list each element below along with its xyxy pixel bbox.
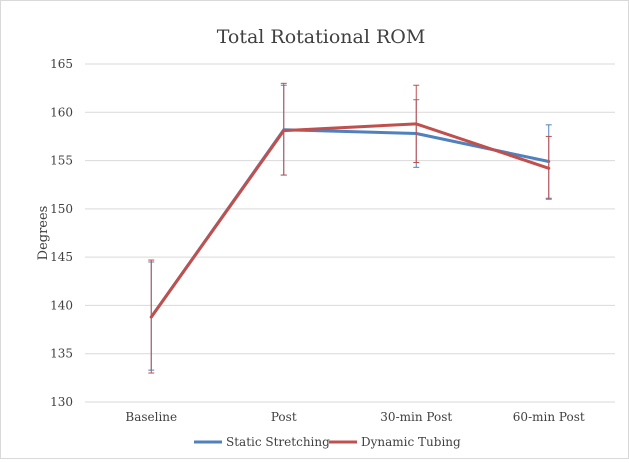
- error-bar: [148, 259, 155, 374]
- y-tick-label: 165: [50, 57, 73, 71]
- y-tick-label: 135: [50, 347, 73, 361]
- legend-item-0: Static Stretching: [194, 435, 330, 449]
- x-tick-label: 30-min Post: [380, 410, 452, 424]
- x-tick-label: Post: [271, 410, 297, 424]
- x-tick-label: 60-min Post: [513, 410, 585, 424]
- series-line: [149, 128, 551, 319]
- gridlines: [85, 63, 615, 403]
- y-tick-label: 160: [50, 105, 73, 119]
- y-tick-label: 130: [50, 395, 73, 409]
- chart-title: Total Rotational ROM: [217, 26, 426, 48]
- x-tick-label: Baseline: [125, 410, 177, 424]
- series-1: [148, 82, 552, 374]
- legend-item-1: Dynamic Tubing: [329, 435, 461, 449]
- error-bar: [545, 135, 552, 200]
- y-tick-label: 155: [50, 154, 73, 168]
- y-tick-label: 145: [50, 250, 73, 264]
- y-tick-label: 150: [50, 202, 73, 216]
- legend-label: Static Stretching: [226, 435, 330, 449]
- x-axis-ticks: Baseline Post 30-min Post 60-min Post: [125, 410, 584, 424]
- series-layer: [148, 82, 552, 374]
- legend-label: Dynamic Tubing: [361, 435, 461, 449]
- y-axis-ticks: 130 135 140 145 150 155 160 165: [50, 57, 73, 409]
- y-tick-label: 140: [50, 298, 73, 312]
- series-line: [149, 122, 551, 319]
- legend: Static Stretching Dynamic Tubing: [194, 435, 461, 449]
- error-bar: [280, 82, 287, 176]
- y-axis-label: Degrees: [36, 206, 51, 261]
- error-bar: [413, 84, 420, 164]
